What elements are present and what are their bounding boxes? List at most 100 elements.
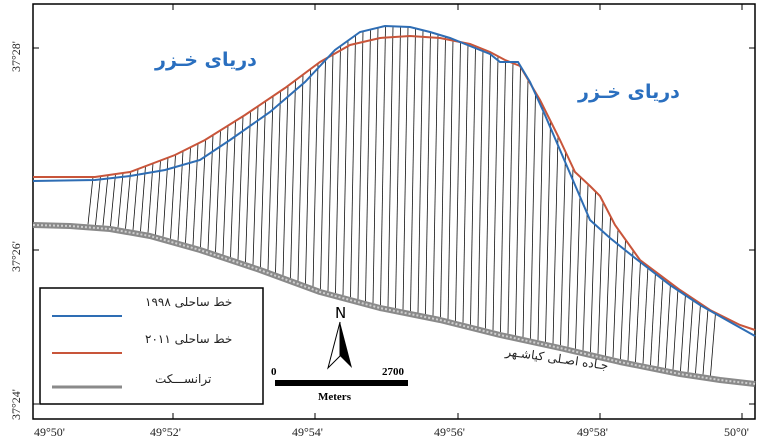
x-tick-label: 49°54' [292, 425, 323, 439]
transect-line [320, 58, 326, 290]
transect-line [342, 40, 349, 296]
transect-line [237, 116, 244, 260]
transect-line [710, 312, 716, 376]
legend-label-2011: خط ساحلی ۲۰۱۱ [145, 332, 232, 346]
transect-line [575, 177, 581, 349]
transect-line [485, 52, 491, 329]
transect-line [687, 298, 694, 373]
transect-line [357, 31, 364, 300]
transect-line [650, 271, 656, 366]
scale-unit-label: Meters [318, 391, 352, 403]
transect-line [125, 171, 131, 229]
transect-line [672, 288, 679, 370]
transect-line [507, 61, 514, 334]
transect-line [387, 26, 394, 307]
transect-line [492, 56, 499, 331]
transect-line [470, 46, 476, 325]
north-arrow: N [327, 304, 352, 370]
transect-line [140, 166, 146, 232]
transect-line [132, 168, 139, 231]
transect-line [627, 250, 634, 361]
x-tick-label: 49°58' [577, 425, 608, 439]
transect-line [530, 92, 536, 339]
transect-line [95, 176, 101, 225]
transect-line [102, 175, 109, 226]
transect-line [162, 157, 169, 237]
transect-line [515, 66, 521, 336]
transect-line [605, 216, 611, 356]
transect-line [500, 60, 506, 333]
transect-line [440, 36, 446, 318]
transect-line [275, 91, 281, 273]
transect-line [657, 277, 664, 367]
legend: خط ساحلی ۱۹۹۸ خط ساحلی ۲۰۱۱ ترانســـکت [39, 287, 264, 405]
transect-line [170, 154, 176, 239]
transect-line [282, 85, 289, 276]
transect-line [425, 32, 431, 315]
legend-box [39, 287, 264, 405]
y-tick-label: 37°26' [9, 241, 23, 272]
transect-line [612, 229, 619, 358]
north-label: N [335, 304, 346, 322]
transect-line [350, 35, 356, 298]
transect-line [230, 120, 236, 258]
transect-line [597, 201, 604, 354]
transect-line [642, 265, 649, 364]
transect-line [222, 125, 229, 255]
transect-line [290, 80, 296, 279]
transect-line [380, 26, 386, 306]
coastline-1998 [32, 24, 756, 337]
transect-line [147, 163, 154, 233]
transect-line [680, 293, 686, 372]
transect-line [117, 172, 124, 228]
transect-line [260, 101, 266, 268]
transect-line [207, 134, 214, 250]
x-tick-label: 49°56' [434, 425, 465, 439]
transect-line [432, 34, 439, 316]
transect-line [297, 74, 304, 281]
transect-line [635, 260, 641, 363]
x-tick-label: 50°0' [724, 425, 749, 439]
transect-line [620, 239, 626, 360]
transect-line [702, 308, 709, 375]
scale-end-label: 2700 [382, 366, 405, 378]
transect-line [462, 43, 469, 323]
transect-line [560, 151, 566, 346]
scale-start-label: 0 [271, 366, 277, 378]
transect-line [522, 78, 529, 337]
transect-line [312, 63, 319, 287]
transect-line [267, 96, 274, 270]
transect-line [335, 46, 341, 294]
hatch-transects [87, 26, 716, 376]
legend-label-transect: ترانســـکت [155, 372, 211, 387]
x-tick-label: 49°52' [150, 425, 181, 439]
transect-line [545, 120, 551, 342]
transect-line [417, 30, 424, 313]
legend-label-1998: خط ساحلی ۱۹۹۸ [145, 295, 232, 309]
transect-line [665, 282, 671, 369]
sea-label-right: دریای خـزر [577, 81, 680, 103]
transect-line [327, 52, 334, 292]
transect-line [395, 26, 401, 309]
transect-line [110, 174, 116, 227]
transect-line [155, 160, 161, 235]
y-tick-label: 37°24' [9, 389, 23, 420]
transect-line [365, 29, 371, 302]
transect-line [215, 130, 221, 253]
transect-line [455, 42, 461, 321]
transect-line [552, 135, 559, 344]
transect-line [402, 26, 409, 310]
transect-line [252, 106, 259, 265]
x-tick-label: 49°50' [34, 425, 65, 439]
transect-line [245, 111, 251, 263]
transect-line [410, 28, 416, 312]
transect-line [477, 49, 484, 327]
transect-line [87, 176, 94, 225]
transect-line [567, 167, 574, 347]
transect-line [695, 303, 701, 374]
axis-ticks [32, 4, 755, 419]
scale-bar: 0 2700 Meters [271, 366, 408, 403]
baseline-transect-inner [32, 224, 756, 385]
coastline-2011 [33, 34, 756, 331]
